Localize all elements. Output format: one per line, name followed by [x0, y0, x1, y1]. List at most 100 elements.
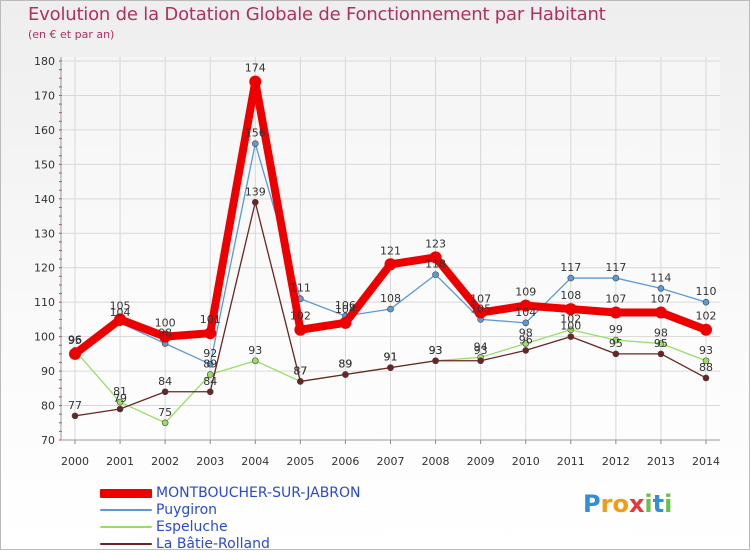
data-label: 75	[158, 406, 172, 419]
data-point	[474, 306, 487, 319]
data-label: 106	[335, 299, 356, 312]
data-point	[702, 357, 710, 365]
data-point	[251, 198, 259, 206]
data-label: 98	[519, 327, 533, 340]
x-tick-label: 2012	[602, 455, 630, 468]
data-point	[702, 298, 710, 306]
data-point	[249, 75, 262, 88]
data-label: 101	[200, 313, 221, 326]
data-label: 108	[560, 289, 581, 302]
y-tick-label: 70	[41, 434, 55, 447]
data-point	[519, 299, 532, 312]
data-point	[204, 327, 217, 340]
data-point	[612, 336, 620, 344]
data-point	[342, 371, 349, 378]
logo-letter: t	[652, 490, 665, 518]
data-point	[567, 333, 575, 340]
data-label: 93	[429, 344, 443, 357]
data-label: 94	[474, 340, 488, 353]
data-point	[432, 357, 439, 365]
data-label: 95	[609, 337, 623, 350]
data-label: 174	[245, 62, 266, 75]
legend-label: Puygiron	[156, 502, 218, 518]
data-label: 109	[515, 286, 536, 299]
data-label: 96	[519, 333, 533, 346]
data-label: 89	[338, 358, 352, 371]
data-label: 81	[113, 385, 127, 398]
logo-letter: r	[600, 490, 613, 518]
data-label: 107	[605, 293, 626, 306]
data-point	[654, 306, 667, 319]
data-label: 95	[654, 337, 668, 350]
data-point	[609, 306, 622, 319]
data-point	[522, 347, 530, 354]
data-label: 91	[384, 351, 398, 364]
data-point	[384, 258, 397, 271]
data-point	[161, 419, 169, 427]
x-tick-label: 2003	[196, 455, 224, 468]
legend-swatch	[100, 489, 152, 498]
data-label: 96	[68, 333, 82, 346]
chart-title: Evolution de la Dotation Globale de Fonc…	[28, 4, 606, 25]
data-label: 123	[425, 237, 446, 250]
data-label: 92	[203, 347, 217, 360]
data-point	[161, 388, 169, 396]
series-3	[71, 198, 710, 420]
data-label: 79	[113, 392, 127, 405]
data-label: 104	[110, 306, 131, 319]
y-tick-label: 170	[34, 89, 55, 102]
x-tick-label: 2000	[61, 455, 89, 468]
data-label: 77	[68, 399, 82, 412]
data-label: 93	[474, 344, 488, 357]
data-point	[477, 357, 484, 365]
data-point	[116, 398, 124, 406]
data-label: 84	[158, 375, 172, 388]
data-label: 93	[429, 344, 443, 357]
data-point	[700, 323, 712, 336]
data-label: 118	[425, 258, 446, 271]
data-label: 108	[380, 292, 401, 305]
x-tick-label: 2005	[286, 455, 314, 468]
x-tick-label: 2002	[151, 455, 179, 468]
x-tick-label: 2014	[692, 455, 720, 468]
legend-label: MONTBOUCHER-SUR-JABRON	[156, 485, 361, 501]
data-label: 105	[470, 302, 491, 315]
x-tick-label: 2009	[467, 455, 495, 468]
data-point	[657, 340, 665, 347]
y-tick-label: 90	[41, 365, 55, 378]
chart-subtitle: (en € et par an)	[28, 28, 115, 41]
data-point	[206, 388, 214, 396]
data-label: 102	[696, 310, 717, 323]
legend-label: Espeluche	[156, 519, 228, 535]
x-tick-label: 2001	[106, 455, 134, 468]
y-tick-label: 110	[34, 296, 55, 309]
data-label: 93	[248, 344, 262, 357]
data-point	[429, 251, 442, 264]
y-tick-label: 180	[34, 55, 55, 68]
data-point	[297, 378, 304, 385]
legend-item: Espeluche	[100, 519, 460, 536]
legend-item: La Bâtie-Rolland	[100, 536, 460, 553]
data-label: 156	[245, 127, 266, 140]
data-point	[612, 274, 620, 282]
y-tick-label: 120	[34, 262, 55, 275]
y-tick-label: 150	[34, 158, 55, 171]
data-label: 84	[203, 375, 217, 388]
data-point	[114, 313, 127, 326]
x-tick-label: 2011	[557, 455, 585, 468]
data-point	[206, 360, 214, 368]
data-point	[657, 285, 665, 292]
legend-item: MONTBOUCHER-SUR-JABRON	[100, 485, 460, 502]
y-tick-label: 80	[41, 400, 55, 413]
data-point	[387, 305, 394, 313]
data-label: 93	[699, 344, 713, 357]
data-label: 110	[696, 285, 717, 298]
data-label: 87	[293, 364, 307, 377]
legend-swatch	[100, 509, 152, 511]
data-label: 96	[68, 333, 82, 346]
data-label: 139	[245, 185, 266, 198]
data-label: 104	[515, 306, 536, 319]
data-label: 99	[609, 323, 623, 336]
data-label: 100	[155, 317, 176, 330]
